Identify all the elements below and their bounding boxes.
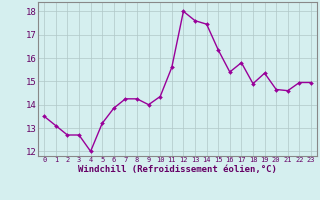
X-axis label: Windchill (Refroidissement éolien,°C): Windchill (Refroidissement éolien,°C) — [78, 165, 277, 174]
